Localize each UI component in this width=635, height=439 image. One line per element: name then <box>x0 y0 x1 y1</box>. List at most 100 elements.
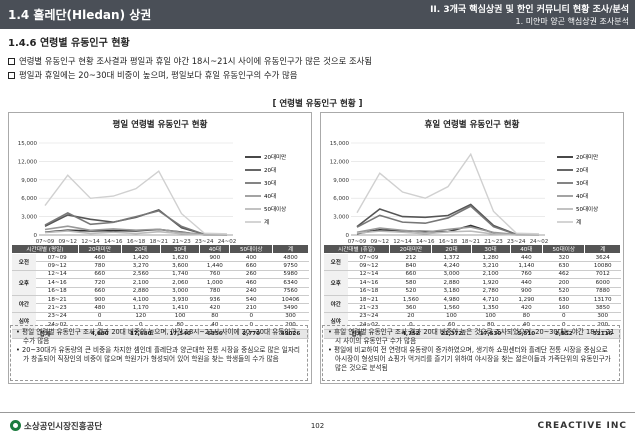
value-cell: 660 <box>389 270 432 280</box>
total-cell: 17,530 <box>471 329 511 339</box>
x-tick-label: 23~24 <box>507 239 526 245</box>
value-cell: 9750 <box>272 261 309 271</box>
table-header: 20대 <box>431 244 472 254</box>
legend-label: 계 <box>264 218 269 226</box>
x-axis: 07~09 09~12 12~14 14~16 16~18 18~21 21~23 23~24… <box>348 239 549 245</box>
table-header: 20대 <box>120 244 161 254</box>
time-cell: 23~24 <box>347 312 390 322</box>
value-cell: 212 <box>389 253 432 263</box>
org-logo: 소상공인시장진흥공단 <box>10 420 102 432</box>
value-cell: 6340 <box>272 278 309 288</box>
value-cell: 260 <box>229 270 273 280</box>
value-cell: 936 <box>199 295 230 305</box>
legend-label: 50대이상 <box>576 205 598 213</box>
value-cell: 720 <box>78 278 122 288</box>
value-cell: 460 <box>229 278 273 288</box>
value-cell: 780 <box>199 287 230 296</box>
time-cell: 09~12 <box>36 261 79 271</box>
value-cell: 100 <box>471 312 511 322</box>
value-cell: 1,290 <box>510 295 543 305</box>
value-cell: 760 <box>199 270 230 280</box>
value-cell: 10080 <box>584 261 621 271</box>
note-item: • 평일 연령별 유동인구 조사 결과 20대 비중이 높으며, 야간 18시~… <box>16 328 297 345</box>
x-tick-label: 21~23 <box>172 239 191 245</box>
group-cell: 야간 <box>323 295 348 313</box>
table-row: 오전 07~09 460 1,420 1,620 900 400 4800 <box>11 253 309 271</box>
y-tick-label: 6,000 <box>21 196 37 202</box>
table-row: 09~12 780 3,270 3,600 1,440 660 9750 <box>12 261 309 271</box>
value-cell: 320 <box>542 253 585 263</box>
value-cell: 1,420 <box>121 253 161 263</box>
x-tick-label: 07~09 <box>348 239 367 245</box>
value-cell: 400 <box>229 253 273 263</box>
value-cell: 630 <box>542 295 585 305</box>
bullet-item: 평일과 휴일에는 20~30대 비중이 높으며, 평일보다 휴일 유동인구의 수… <box>8 69 297 81</box>
group-cell: 오전 <box>323 253 348 271</box>
value-cell: 420 <box>510 303 543 313</box>
value-cell: 300 <box>272 312 309 322</box>
weekday-chart-title: 평일 연령별 유동인구 현황 <box>112 120 208 130</box>
value-cell: 462 <box>542 270 585 280</box>
legend-label: 40대 <box>576 192 588 200</box>
time-cell: 23~24 <box>36 312 79 322</box>
value-cell: 580 <box>389 278 432 288</box>
value-cell: 1,000 <box>199 278 230 288</box>
value-cell: 210 <box>229 303 273 313</box>
total-row: 합계 4,680 17,680 17,540 6356 2,770 49026 <box>11 329 309 339</box>
total-cell: 49026 <box>272 329 309 339</box>
value-cell: 3,210 <box>471 261 511 271</box>
y-tick-label: 3,000 <box>21 215 37 221</box>
value-cell: 480 <box>78 303 122 313</box>
x-tick-label: 23~24 <box>195 239 214 245</box>
legend-label: 20대 <box>576 166 588 174</box>
series-line <box>44 230 227 236</box>
y-tick-label: 9,000 <box>333 178 349 184</box>
value-cell: 900 <box>510 287 543 296</box>
time-cell: 12~14 <box>36 270 79 280</box>
x-tick-label: 24~02 <box>218 239 237 245</box>
total-cell: 4,752 <box>389 329 432 339</box>
table-row: 14~16 720 2,100 2,060 1,000 460 6340 <box>12 278 309 288</box>
x-tick-label: 09~12 <box>370 239 389 245</box>
series-line <box>356 205 540 236</box>
value-cell: 240 <box>229 287 273 296</box>
total-cell: 2,770 <box>229 329 273 339</box>
value-cell: 5980 <box>272 270 309 280</box>
time-cell: 07~09 <box>347 253 390 263</box>
value-cell: 200 <box>542 278 585 288</box>
page-number: 102 <box>310 422 325 430</box>
value-cell: 2,880 <box>431 278 472 288</box>
value-cell: 2,060 <box>160 278 200 288</box>
time-cell: 21~23 <box>347 303 390 313</box>
value-cell: 1,560 <box>389 295 432 305</box>
legend-label: 계 <box>576 218 581 226</box>
table-row: 16~18 660 2,880 3,000 780 240 7560 <box>12 287 309 296</box>
value-cell: 1,350 <box>471 303 511 313</box>
time-cell: 21~23 <box>36 303 79 313</box>
y-tick-label: 0 <box>34 233 38 239</box>
value-cell: 1,410 <box>160 303 200 313</box>
value-cell: 840 <box>389 261 432 271</box>
table-row: 심야 23~24 0 120 100 80 0 300 <box>11 312 309 330</box>
table-header: 50대이상 <box>542 244 586 254</box>
value-cell: 100 <box>160 312 200 322</box>
value-cell: 1,920 <box>471 278 511 288</box>
total-cell: 5,510 <box>510 329 543 339</box>
value-cell: 4,980 <box>431 295 472 305</box>
value-cell: 2,100 <box>121 278 161 288</box>
table-header: 50대이상 <box>229 244 274 254</box>
table-row: 09~12 840 4,240 3,210 1,140 630 10080 <box>324 261 621 271</box>
value-cell: 2,100 <box>471 270 511 280</box>
x-tick-label: 21~23 <box>484 239 503 245</box>
value-cell: 780 <box>78 261 122 271</box>
x-tick-label: 16~18 <box>127 239 146 245</box>
value-cell: 360 <box>389 303 432 313</box>
y-tick-label: 3,000 <box>333 215 349 221</box>
company-logo: CREACTIVE INC <box>537 421 627 431</box>
value-cell: 7560 <box>272 287 309 296</box>
note-item: • 20~30대가 유동량의 큰 비중을 차지한 셈인데 흘레단과 양곤대학 전… <box>16 346 300 363</box>
y-tick-label: 15,000 <box>330 141 350 147</box>
holiday-panel: 휴일 연령별 유동인구 현황 0 3,000 6,000 9,000 12,000 15,… <box>320 112 624 384</box>
value-cell: 1,740 <box>160 270 200 280</box>
